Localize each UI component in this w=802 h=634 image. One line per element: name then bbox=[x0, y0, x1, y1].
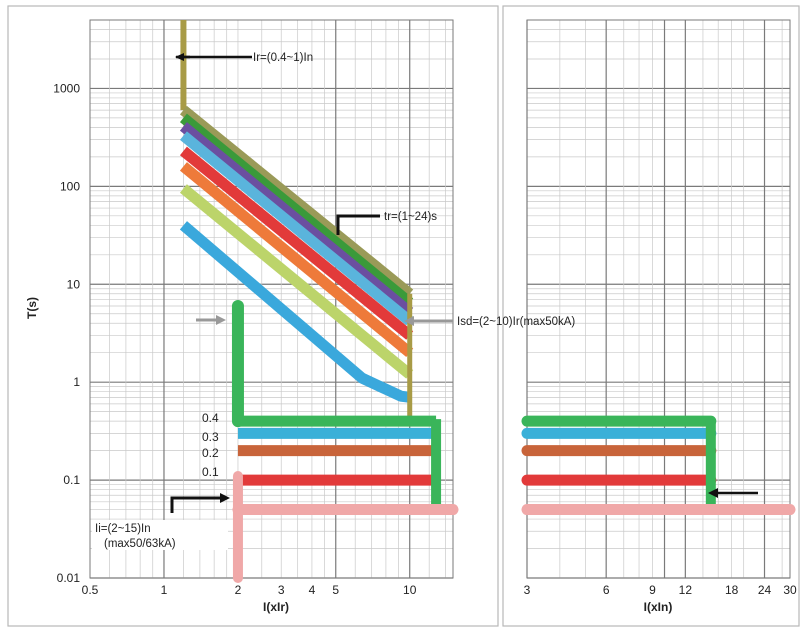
y-tick-label: 100 bbox=[60, 179, 80, 193]
y-axis-label: T(s) bbox=[25, 297, 39, 319]
x-tick-label-right: 30 bbox=[783, 583, 797, 597]
x-tick-label-left: 5 bbox=[332, 583, 339, 597]
y-tick-label: 1 bbox=[73, 375, 80, 389]
annotation-isd-text: Isd=(2~10)Ir(max50kA) bbox=[457, 316, 575, 328]
series-line-5 bbox=[179, 162, 414, 357]
series-line-4 bbox=[179, 146, 414, 340]
x-axis-label-left: I(xIr) bbox=[263, 600, 289, 614]
tsd-label-0-1: 0.1 bbox=[202, 465, 219, 479]
plot-frame bbox=[526, 19, 791, 579]
series-line-1 bbox=[179, 113, 414, 307]
annotation-isd: Isd=(2~10)Ir(max50kA) bbox=[196, 315, 575, 328]
y-tick-label: 1000 bbox=[53, 81, 80, 95]
x-tick-label-right: 18 bbox=[725, 583, 739, 597]
y-tick-label: 10 bbox=[67, 277, 81, 291]
x-tick-label-left: 4 bbox=[309, 583, 316, 597]
plot-frame bbox=[89, 19, 454, 579]
series-line-6 bbox=[179, 184, 414, 379]
series-line-3 bbox=[179, 131, 414, 326]
x-axis-label-right: I(xIn) bbox=[644, 600, 673, 614]
y-tick-label: 0.01 bbox=[57, 571, 81, 585]
tsd-label-0-2: 0.2 bbox=[202, 446, 219, 460]
x-tick-label-left: 0.5 bbox=[82, 583, 99, 597]
annotation-ii: Ii=(2~15)In (max50/63kA) bbox=[92, 493, 230, 550]
x-tick-label-left: 10 bbox=[403, 583, 417, 597]
x-tick-label-left: 3 bbox=[278, 583, 285, 597]
series-line-7 bbox=[179, 221, 411, 403]
x-tick-label-right: 9 bbox=[649, 583, 656, 597]
series-line-0 bbox=[179, 105, 414, 299]
annotation-ii-box bbox=[92, 520, 228, 550]
tsd-label-0-3: 0.3 bbox=[202, 430, 219, 444]
x-tick-label-left: 2 bbox=[235, 583, 242, 597]
annotation-tr-text: tr=(1~24)s bbox=[384, 211, 437, 223]
x-tick-label-right: 12 bbox=[679, 583, 693, 597]
annotation-ii-line2: (max50/63kA) bbox=[104, 538, 176, 550]
annotation-ir: Ir=(0.4~1)In bbox=[175, 52, 313, 64]
tsd-label-0-4: 0.4 bbox=[202, 411, 219, 425]
x-tick-label-right: 3 bbox=[524, 583, 531, 597]
y-tick-label: 0.1 bbox=[63, 473, 80, 487]
annotation-ii-line1: Ii=(2~15)In bbox=[95, 523, 151, 535]
annotation-ir-text: Ir=(0.4~1)In bbox=[253, 52, 313, 64]
x-tick-label-right: 6 bbox=[603, 583, 610, 597]
annotation-tr: tr=(1~24)s bbox=[336, 211, 437, 235]
series-line-2 bbox=[179, 122, 414, 317]
annotation-right-arrow bbox=[708, 488, 758, 498]
left-chart-curves bbox=[179, 20, 459, 583]
x-tick-label-left: 1 bbox=[161, 583, 168, 597]
x-tick-label-right: 24 bbox=[758, 583, 772, 597]
right-chart-curves bbox=[521, 415, 796, 516]
